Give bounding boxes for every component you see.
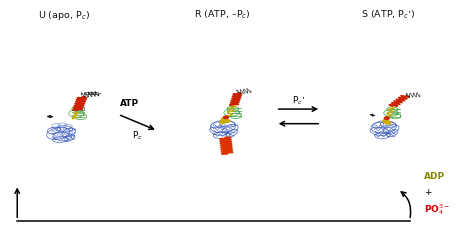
Circle shape — [224, 116, 228, 118]
Text: S (ATP, P$_c$’): S (ATP, P$_c$’) — [361, 9, 416, 21]
Text: ATP: ATP — [120, 99, 139, 108]
Text: U (apo, P$_c$): U (apo, P$_c$) — [38, 9, 91, 22]
Text: R (ATP, –P$_c$): R (ATP, –P$_c$) — [194, 9, 251, 21]
Circle shape — [383, 119, 388, 122]
Circle shape — [384, 117, 389, 119]
Circle shape — [385, 121, 391, 124]
Text: ADP: ADP — [424, 172, 445, 181]
Circle shape — [224, 120, 230, 123]
Text: P$_c$: P$_c$ — [132, 130, 143, 142]
Circle shape — [221, 118, 227, 120]
Text: +: + — [424, 188, 431, 197]
Text: P$_c$’: P$_c$’ — [292, 95, 305, 107]
Text: PO$_4^{3-}$: PO$_4^{3-}$ — [424, 202, 450, 217]
Circle shape — [220, 120, 226, 123]
